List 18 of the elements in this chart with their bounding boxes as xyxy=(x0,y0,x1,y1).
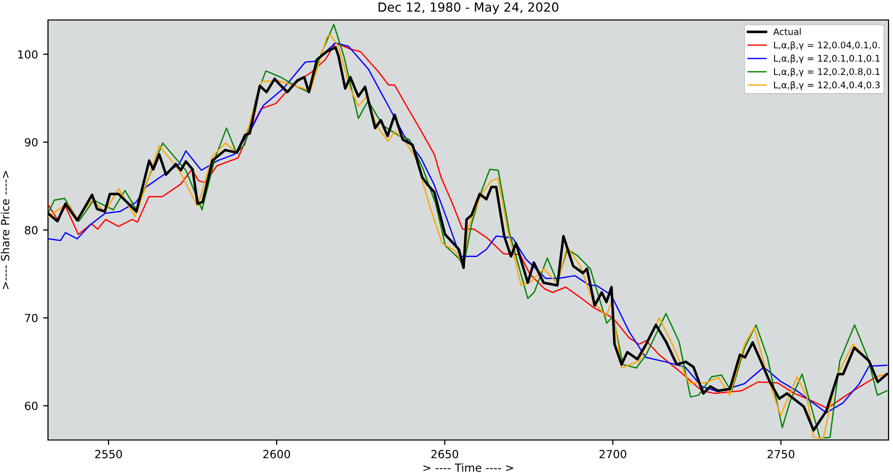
y-tick-label: 100 xyxy=(18,50,38,59)
legend-label: Actual xyxy=(773,28,801,36)
y-tick-label: 90 xyxy=(24,138,38,147)
y-axis-title: >---- Share Price ----> xyxy=(0,170,10,290)
x-tick-label: 2550 xyxy=(95,450,122,458)
x-tick-label: 2650 xyxy=(431,450,458,458)
legend-label: L,α,β,γ = 12,0.1,0.1,0.1 xyxy=(774,54,880,64)
x-tick-label: 2600 xyxy=(263,450,290,458)
y-tick-label: 80 xyxy=(24,226,38,234)
x-axis-title: > ---- Time ---- > xyxy=(423,463,514,472)
x-tick-label: 2750 xyxy=(768,450,794,458)
y-tick-label: 60 xyxy=(24,402,38,410)
chart-title: Dec 12, 1980 - May 24, 2020 xyxy=(378,2,558,14)
legend-label: L,α,β,γ = 12,0.04,0.1,0. xyxy=(774,41,880,50)
y-tick-label: 70 xyxy=(25,314,38,322)
legend-label: L,α,β,γ = 12,0.2,0.8,0.1 xyxy=(774,68,880,77)
x-tick-label: 2700 xyxy=(600,450,626,458)
legend-label: L,α,β,γ = 12,0.4,0.4,0.3 xyxy=(774,81,880,90)
